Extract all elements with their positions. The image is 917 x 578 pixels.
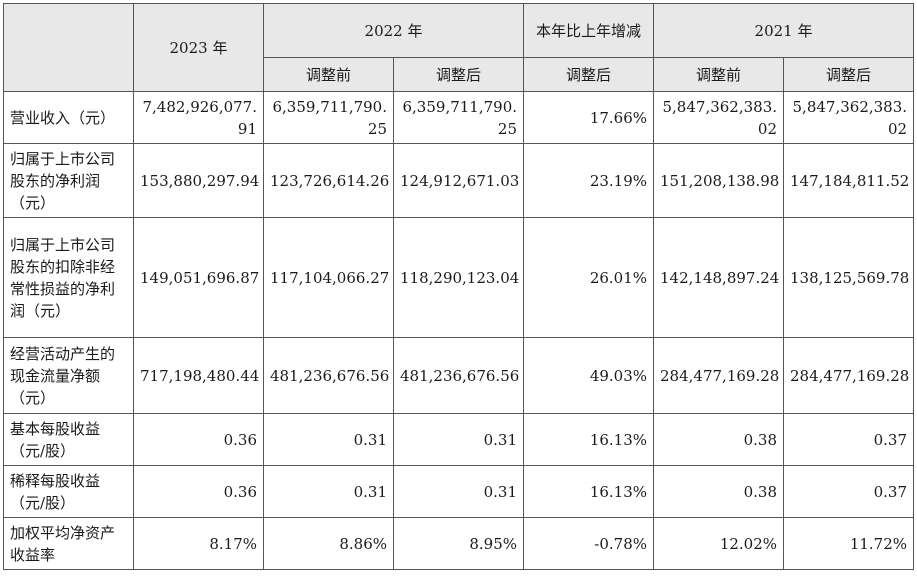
- table-row: 稀释每股收益（元/股） 0.36 0.31 0.31 16.13% 0.38 0…: [3, 465, 915, 518]
- cell-2021-after: 284,477,169.28: [783, 337, 915, 414]
- cell-2023: 153,880,297.94: [133, 143, 264, 218]
- cell-2022-before: 8.86%: [263, 517, 394, 570]
- cell-change: -0.78%: [523, 517, 655, 570]
- header-change-after-adjustment: 调整后: [523, 57, 655, 92]
- cell-2023: 149,051,696.87: [133, 217, 264, 338]
- row-label: 归属于上市公司股东的扣除非经常性损益的净利润（元）: [3, 217, 134, 338]
- cell-2022-before: 117,104,066.27: [263, 217, 394, 338]
- cell-2021-after: 5,847,362,383.02: [783, 91, 915, 144]
- header-yoy-change: 本年比上年增减: [523, 3, 655, 58]
- cell-2023: 717,198,480.44: [133, 337, 264, 414]
- cell-2023: 0.36: [133, 413, 264, 466]
- table-row: 归属于上市公司股东的净利润（元） 153,880,297.94 123,726,…: [3, 143, 915, 218]
- header-corner: [3, 3, 134, 92]
- cell-2021-before: 0.38: [653, 465, 785, 518]
- cell-change: 16.13%: [523, 413, 655, 466]
- table-row: 经营活动产生的现金流量净额（元） 717,198,480.44 481,236,…: [3, 337, 915, 414]
- row-label: 加权平均净资产收益率: [3, 517, 134, 570]
- table-row: 归属于上市公司股东的扣除非经常性损益的净利润（元） 149,051,696.87…: [3, 217, 915, 338]
- header-2022: 2022 年: [262, 3, 525, 58]
- cell-2021-after: 0.37: [783, 413, 915, 466]
- cell-2022-after: 6,359,711,790.25: [392, 91, 525, 144]
- row-label: 基本每股收益（元/股）: [3, 413, 134, 466]
- cell-change: 17.66%: [523, 91, 655, 144]
- header-2021: 2021 年: [653, 3, 915, 58]
- cell-2022-after: 0.31: [392, 413, 525, 466]
- cell-2021-before: 0.38: [653, 413, 785, 466]
- cell-2023: 0.36: [133, 465, 264, 518]
- cell-change: 26.01%: [523, 217, 655, 338]
- cell-2023: 7,482,926,077.91: [133, 91, 264, 144]
- cell-2022-after: 0.31: [392, 465, 525, 518]
- header-2021-before-adjustment: 调整前: [653, 57, 785, 92]
- header-2021-after-adjustment: 调整后: [783, 57, 915, 92]
- row-label: 归属于上市公司股东的净利润（元）: [3, 143, 134, 218]
- table-row: 加权平均净资产收益率 8.17% 8.86% 8.95% -0.78% 12.0…: [3, 517, 915, 570]
- cell-2021-before: 5,847,362,383.02: [653, 91, 785, 144]
- table-row: 营业收入（元） 7,482,926,077.91 6,359,711,790.2…: [3, 91, 915, 144]
- cell-2023: 8.17%: [133, 517, 264, 570]
- cell-change: 23.19%: [523, 143, 655, 218]
- cell-2021-before: 142,148,897.24: [653, 217, 785, 338]
- row-label: 经营活动产生的现金流量净额（元）: [3, 337, 134, 414]
- cell-2022-before: 0.31: [263, 413, 394, 466]
- header-2023: 2023 年: [133, 3, 264, 92]
- cell-2022-before: 6,359,711,790.25: [263, 91, 394, 144]
- header-2022-before-adjustment: 调整前: [263, 57, 394, 92]
- cell-2022-after: 481,236,676.56: [392, 337, 525, 414]
- cell-2022-before: 0.31: [263, 465, 394, 518]
- row-label: 营业收入（元）: [3, 91, 134, 144]
- cell-2021-after: 147,184,811.52: [783, 143, 915, 218]
- row-label: 稀释每股收益（元/股）: [3, 465, 134, 518]
- cell-2021-after: 138,125,569.78: [783, 217, 915, 338]
- cell-2021-after: 11.72%: [783, 517, 915, 570]
- cell-2022-before: 481,236,676.56: [263, 337, 394, 414]
- financial-indicators-table: 2023 年 2022 年 本年比上年增减 2021 年 调整前 调整后 调整后…: [3, 3, 915, 570]
- cell-2021-after: 0.37: [783, 465, 915, 518]
- cell-2022-before: 123,726,614.26: [263, 143, 394, 218]
- cell-change: 16.13%: [523, 465, 655, 518]
- cell-change: 49.03%: [523, 337, 655, 414]
- cell-2022-after: 118,290,123.04: [392, 217, 525, 338]
- cell-2022-after: 8.95%: [392, 517, 525, 570]
- cell-2022-after: 124,912,671.03: [392, 143, 525, 218]
- cell-2021-before: 284,477,169.28: [653, 337, 785, 414]
- cell-2021-before: 151,208,138.98: [653, 143, 785, 218]
- header-2022-after-adjustment: 调整后: [392, 57, 525, 92]
- table-row: 基本每股收益（元/股） 0.36 0.31 0.31 16.13% 0.38 0…: [3, 413, 915, 466]
- cell-2021-before: 12.02%: [653, 517, 785, 570]
